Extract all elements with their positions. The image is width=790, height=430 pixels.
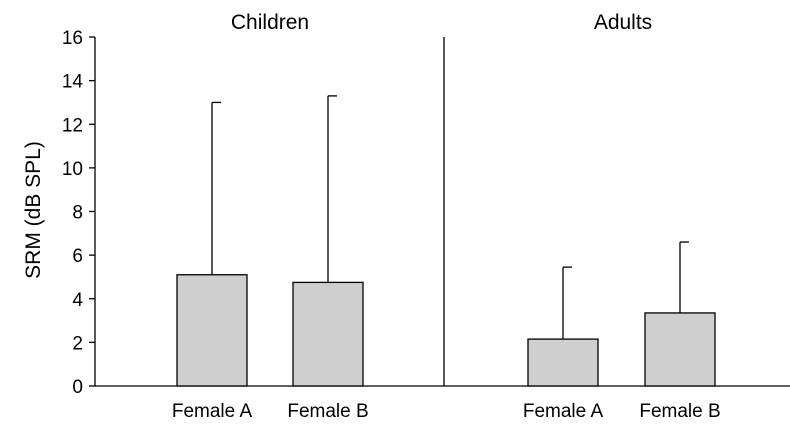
y-tick-label: 8 xyxy=(72,203,83,224)
category-label: Female B xyxy=(639,401,720,422)
labels-layer: 0 2 4 6 8 10 12 14 16 Children Female A Female B Adu… xyxy=(62,11,721,422)
y-tick-label: 16 xyxy=(62,28,83,49)
y-axis-title: SRM (dB SPL) xyxy=(22,141,45,279)
y-tick-label: 10 xyxy=(62,159,83,180)
bars-layer xyxy=(176,95,716,387)
y-tick-label: 4 xyxy=(72,290,83,311)
panel-title: Adults xyxy=(594,11,652,34)
panel-title: Children xyxy=(231,11,309,34)
bar xyxy=(176,274,248,387)
y-tick-label: 12 xyxy=(62,115,83,136)
bar xyxy=(644,312,716,387)
category-label: Female B xyxy=(287,401,368,422)
y-tick-label: 0 xyxy=(72,377,83,398)
category-label: Female A xyxy=(523,401,604,422)
y-tick-label: 14 xyxy=(62,72,84,93)
bar xyxy=(292,281,364,387)
y-tick-label: 2 xyxy=(72,333,83,354)
category-label: Female A xyxy=(172,401,253,422)
bar xyxy=(527,338,599,387)
y-tick-label: 6 xyxy=(72,246,83,267)
